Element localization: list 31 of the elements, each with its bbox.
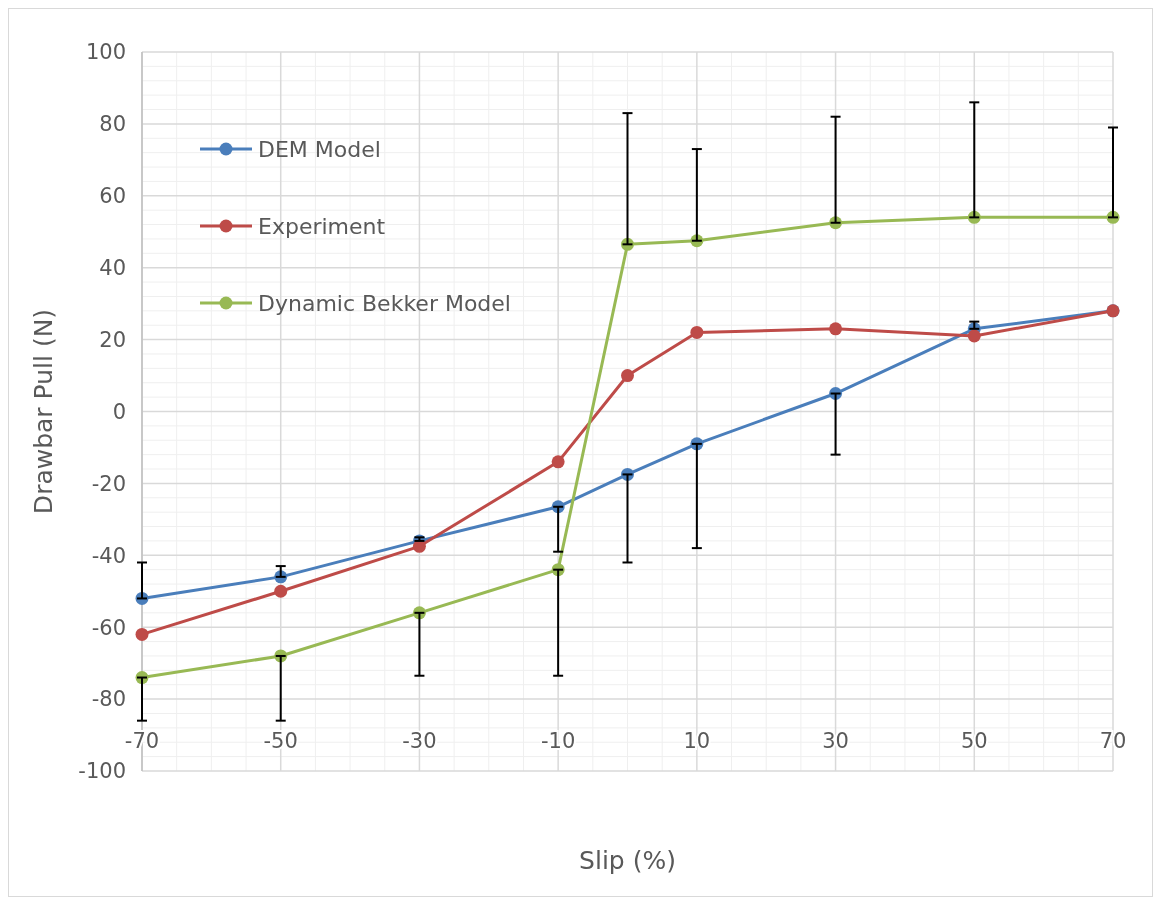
y-tick-label: 100 xyxy=(85,40,126,65)
y-tick-label: -40 xyxy=(91,543,126,568)
point xyxy=(690,325,704,339)
y-tick-label: 80 xyxy=(99,112,126,137)
x-tick-label: 70 xyxy=(1099,729,1127,754)
legend-label: Dynamic Bekker Model xyxy=(258,290,511,316)
x-tick-label: -10 xyxy=(540,729,576,754)
point xyxy=(551,455,565,469)
y-tick-label: -80 xyxy=(91,687,126,712)
y-tick-label: 0 xyxy=(112,399,126,424)
point xyxy=(967,329,981,343)
y-tick-label: 40 xyxy=(99,256,126,281)
point xyxy=(274,584,288,598)
legend-label: Experiment xyxy=(258,213,386,239)
point xyxy=(829,322,843,336)
x-tick-label: 50 xyxy=(960,729,988,754)
y-tick-label: -20 xyxy=(91,471,126,496)
x-tick-label: -30 xyxy=(402,729,437,754)
y-tick-label: 60 xyxy=(99,184,126,209)
y-tick-label: 20 xyxy=(99,327,126,352)
x-tick-label: 10 xyxy=(683,729,711,754)
y-tick-label: -60 xyxy=(91,615,126,640)
point xyxy=(621,369,634,383)
x-axis-title: Slip (%) xyxy=(579,846,676,875)
x-tick-label: 30 xyxy=(822,729,849,754)
y-axis-title: Drawbar Pull (N) xyxy=(29,308,58,515)
legend-label: DEM Model xyxy=(258,136,381,162)
point xyxy=(135,627,149,641)
x-tick-label: -50 xyxy=(263,729,298,754)
x-tick-label: -70 xyxy=(124,729,160,754)
y-tick-label: -100 xyxy=(78,759,126,784)
